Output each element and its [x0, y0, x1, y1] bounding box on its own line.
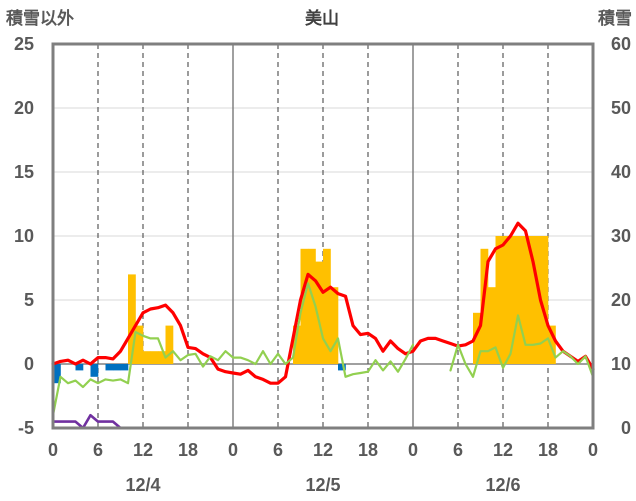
bar: [105, 364, 114, 371]
x-tick-label: 18: [358, 440, 378, 460]
x-tick-label: 6: [453, 440, 463, 460]
bar: [150, 351, 159, 364]
left-tick-label: 15: [14, 162, 34, 182]
bar: [533, 236, 541, 364]
bar: [113, 364, 121, 371]
x-tick-label: 12: [493, 440, 513, 460]
bar: [53, 364, 61, 384]
series-line: [449, 314, 595, 378]
bar: [75, 364, 84, 371]
x-tick-label: 12: [133, 440, 153, 460]
right-tick-label: 30: [611, 226, 631, 246]
left-axis-label: 積雪以外: [6, 8, 74, 29]
day-label: 12/4: [125, 475, 160, 495]
bar: [525, 236, 534, 364]
bar: [473, 312, 481, 364]
x-tick-label: 12: [313, 440, 333, 460]
bar: [518, 236, 526, 364]
left-tick-label: 10: [14, 226, 34, 246]
bar: [158, 351, 166, 364]
series-line: [51, 221, 595, 385]
bar: [480, 248, 489, 364]
right-tick-label: 60: [611, 34, 631, 54]
series-line: [51, 282, 415, 417]
bar: [315, 261, 324, 364]
bar: [540, 236, 549, 364]
plot-frame: [51, 42, 595, 430]
right-tick-label: 40: [611, 162, 631, 182]
day-labels: 12/4 12/5 12/6: [125, 475, 520, 495]
right-tick-label: 20: [611, 290, 631, 310]
day-label: 12/5: [305, 475, 340, 495]
x-tick-label: 0: [408, 440, 418, 460]
x-tick-label: 0: [228, 440, 238, 460]
left-tick-label: -5: [18, 418, 34, 438]
x-tick-label: 18: [538, 440, 558, 460]
bar: [120, 364, 129, 371]
right-tick-label: 0: [621, 418, 631, 438]
day-label: 12/6: [485, 475, 520, 495]
bar: [510, 236, 519, 364]
bar: [495, 236, 504, 364]
right-tick-label: 50: [611, 98, 631, 118]
bar: [338, 364, 346, 371]
bars: [53, 236, 556, 384]
x-axis-ticks: 0 6 12 18 0 6 12 18 0 6 12 18 0: [48, 440, 598, 460]
bar: [330, 287, 339, 364]
bar: [503, 236, 511, 364]
x-tick-label: 18: [178, 440, 198, 460]
bar: [128, 274, 136, 364]
bar: [300, 248, 309, 364]
bar: [90, 364, 99, 377]
x-tick-label: 6: [273, 440, 283, 460]
left-tick-label: 5: [24, 290, 34, 310]
bar: [165, 325, 174, 364]
right-axis-ticks: 60 50 40 30 20 10 0: [611, 34, 631, 438]
bar: [488, 287, 496, 364]
right-axis-label: 積雪: [598, 8, 632, 29]
right-tick-label: 10: [611, 354, 631, 374]
x-tick-label: 0: [48, 440, 58, 460]
left-axis-ticks: 25 20 15 10 5 0 -5: [14, 34, 34, 438]
plot-border: [51, 42, 595, 430]
chart-title: 美山: [305, 8, 339, 29]
left-tick-label: 20: [14, 98, 34, 118]
bar: [143, 351, 151, 364]
bar: [293, 325, 301, 364]
left-tick-label: 0: [24, 354, 34, 374]
bar: [135, 325, 144, 364]
bar: [308, 248, 316, 364]
bar: [323, 248, 331, 364]
bar: [548, 325, 556, 364]
left-tick-label: 25: [14, 34, 34, 54]
x-tick-label: 0: [588, 440, 598, 460]
x-tick-label: 6: [93, 440, 103, 460]
